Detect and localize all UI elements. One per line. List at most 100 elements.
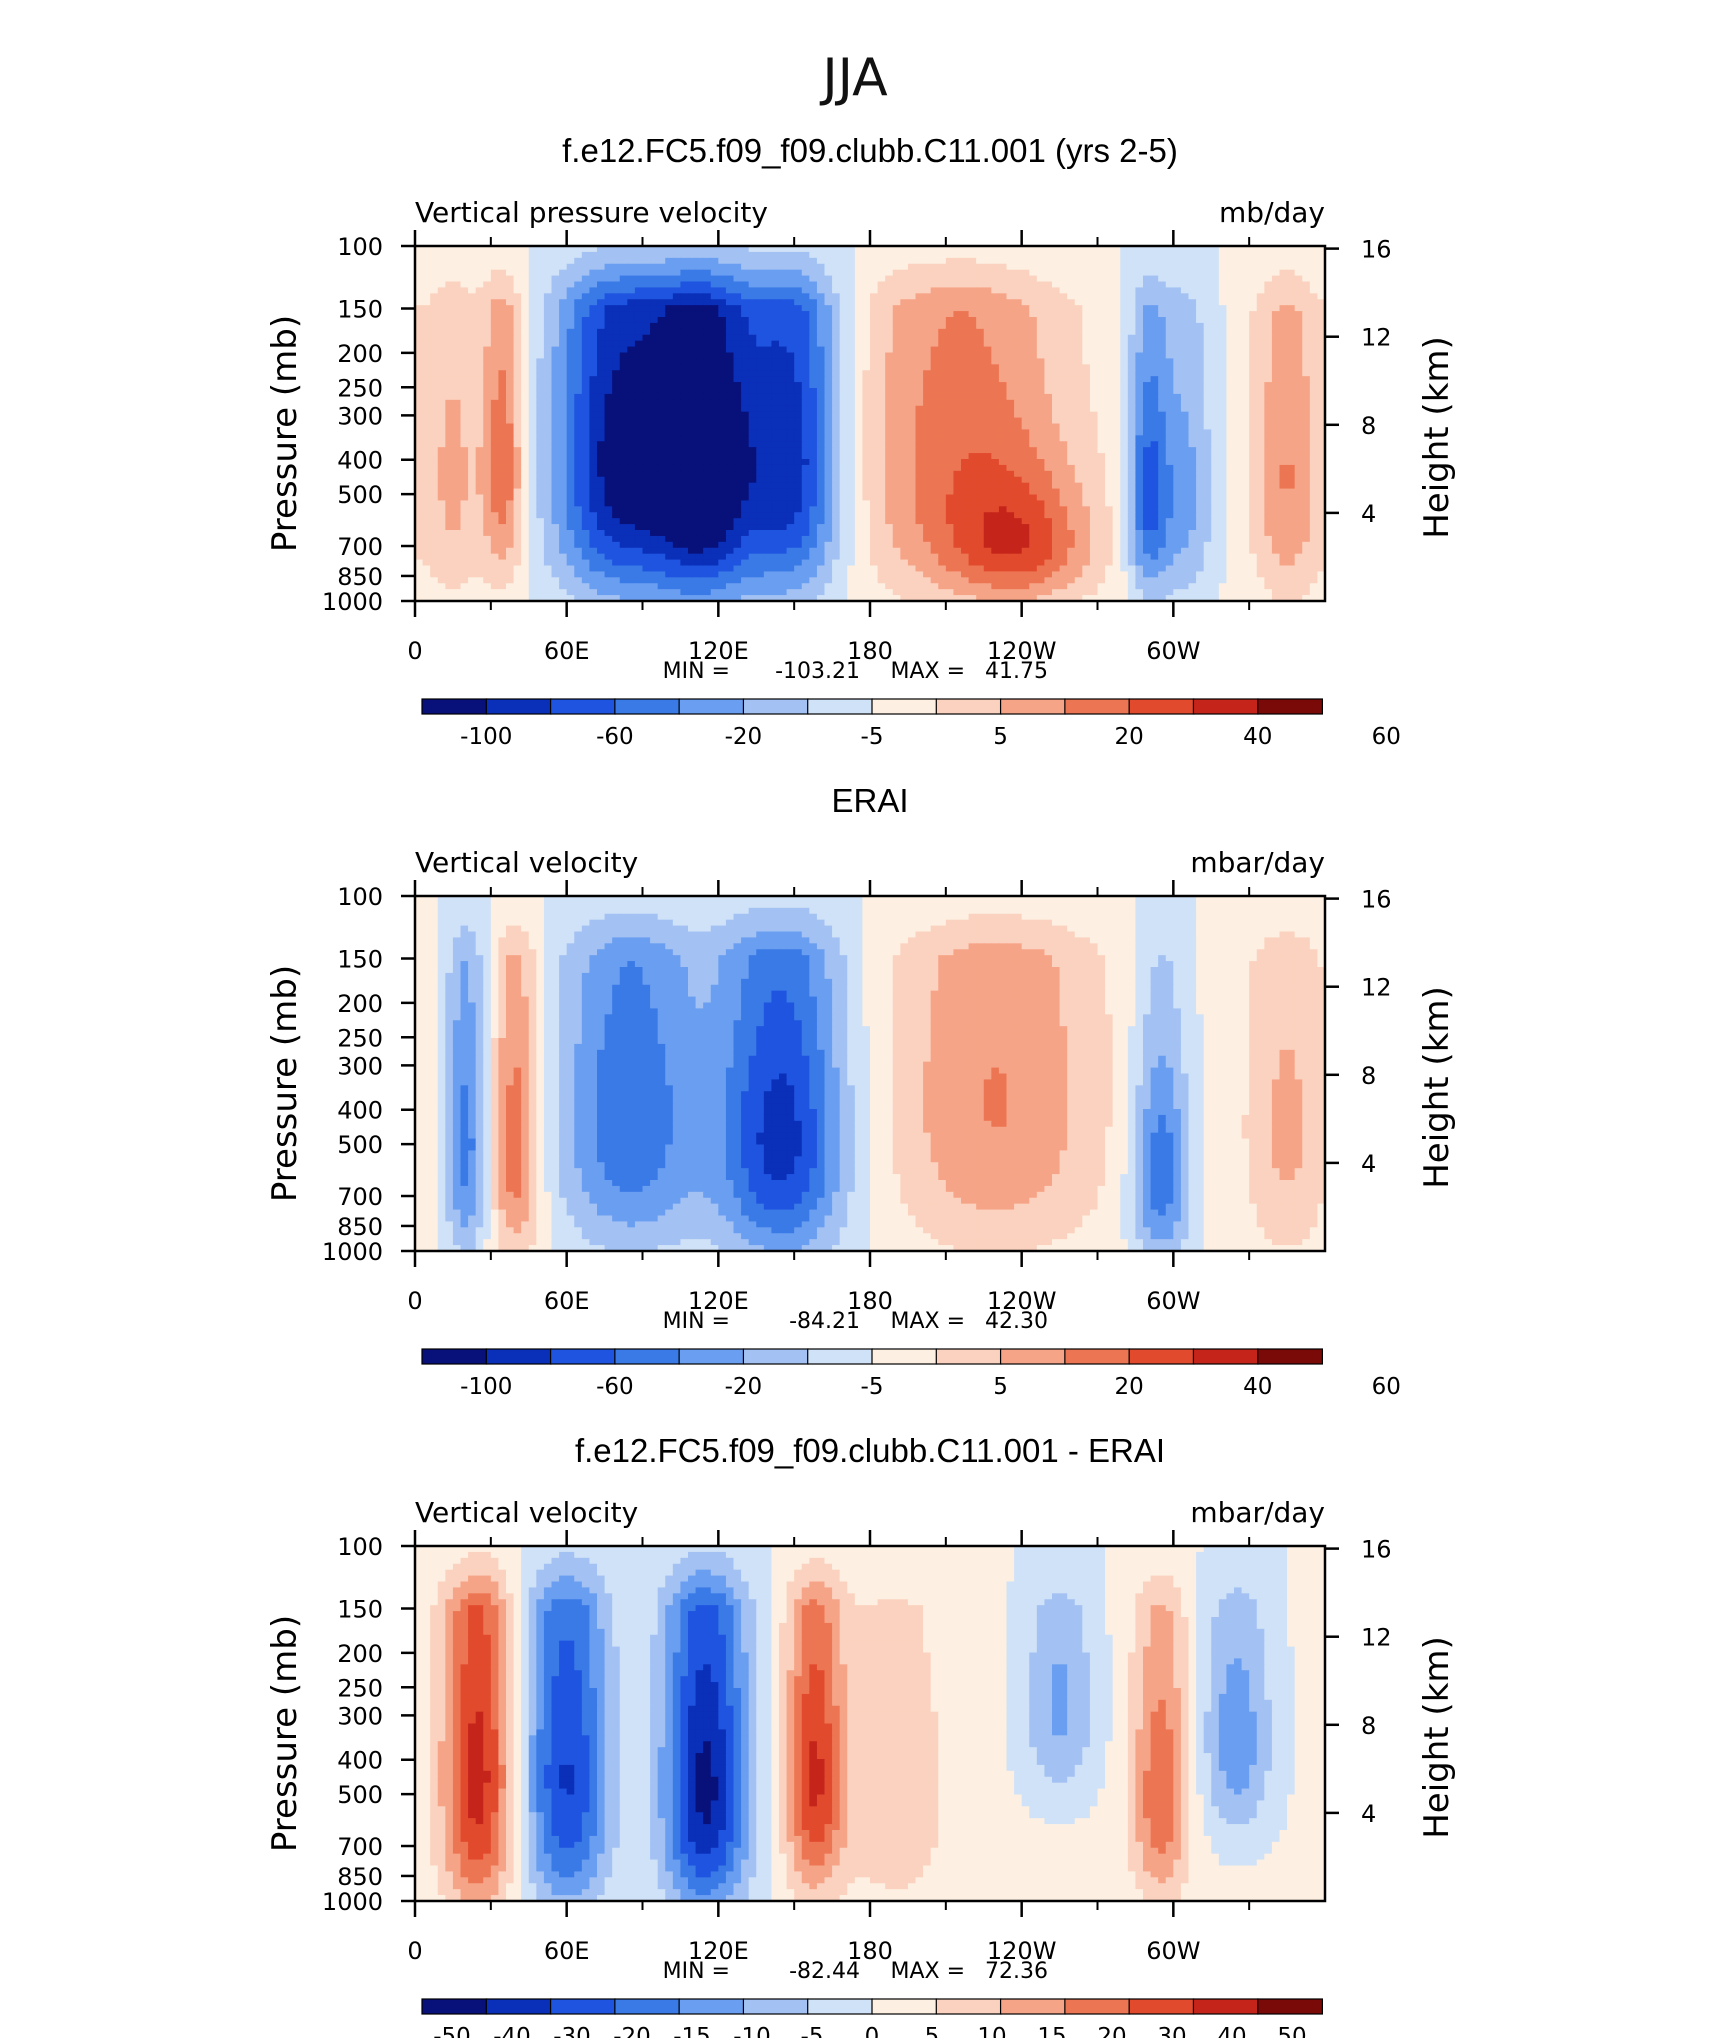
- colorbar-label: 20: [1097, 2024, 1126, 2038]
- x-tick-label: 0: [407, 637, 422, 665]
- colorbar-label: 40: [1243, 724, 1272, 750]
- x-tick-label: 120E: [688, 1937, 749, 1965]
- y-tick-label: 1000: [322, 1238, 383, 1266]
- colorbar-swatch: [678, 1998, 745, 2015]
- units-label: mb/day: [1219, 196, 1325, 229]
- x-tick-label: 60E: [544, 637, 590, 665]
- x-tick-label: 0: [407, 1937, 422, 1965]
- field-name-label: Vertical pressure velocity: [415, 196, 768, 229]
- colorbar-swatch: [1128, 698, 1195, 715]
- colorbar-swatch: [1064, 1348, 1131, 1365]
- panel-title: ERAI: [831, 782, 908, 819]
- colorbar-label: 50: [1277, 2024, 1306, 2038]
- y-right-tick-label: 4: [1361, 500, 1376, 528]
- max-label: MAX =: [890, 1309, 965, 1334]
- y-tick-label: 250: [337, 1674, 383, 1702]
- colorbar-swatch: [807, 1998, 874, 2015]
- colorbar-label: -100: [460, 1374, 512, 1400]
- x-tick-label: 180: [847, 1287, 893, 1315]
- y-tick-label: 300: [337, 1052, 383, 1080]
- max-label: MAX =: [890, 659, 965, 684]
- min-label: MIN =: [663, 659, 730, 684]
- colorbar-swatch: [1257, 698, 1323, 715]
- y-tick-label: 300: [337, 402, 383, 430]
- colorbar-swatch: [999, 1998, 1066, 2015]
- min-value: -103.21: [775, 659, 860, 684]
- panel-3: f.e12.FC5.f09_f09.clubb.C11.001 - ERAI Ve…: [265, 1432, 1457, 2038]
- colorbar-swatch: [742, 1348, 809, 1365]
- colorbar-label: 60: [1372, 724, 1401, 750]
- colorbar-swatch: [421, 1348, 488, 1365]
- y-right-tick-label: 8: [1361, 1062, 1376, 1090]
- colorbar-swatch: [614, 1998, 681, 2015]
- colorbar-swatch: [1064, 698, 1131, 715]
- y-tick-label: 700: [337, 533, 383, 561]
- x-tick-label: 60W: [1146, 1287, 1200, 1315]
- colorbar-swatch: [742, 698, 809, 715]
- y-tick-label: 300: [337, 1702, 383, 1730]
- heatmap-field: [415, 896, 1325, 1251]
- y-right-tick-label: 16: [1361, 886, 1392, 914]
- y-right-axis-title: Height (km): [1417, 1636, 1457, 1839]
- y-axis-title: Pressure (mb): [265, 965, 305, 1202]
- colorbar-swatch: [485, 1998, 552, 2015]
- y-right-tick-label: 8: [1361, 1712, 1376, 1740]
- min-label: MIN =: [663, 1309, 730, 1334]
- colorbar-swatch: [678, 1348, 745, 1365]
- y-tick-label: 500: [337, 481, 383, 509]
- x-tick-label: 120W: [987, 1287, 1057, 1315]
- colorbar-label: 20: [1115, 1374, 1144, 1400]
- colorbar-swatch: [999, 698, 1066, 715]
- panel-2: ERAI Vertical velocity mbar/day 0 60E 120E 180…: [265, 782, 1457, 1400]
- colorbar-label: -20: [725, 1374, 763, 1400]
- x-tick-label: 60E: [544, 1287, 590, 1315]
- y-tick-label: 400: [337, 1747, 383, 1775]
- y-tick-label: 250: [337, 374, 383, 402]
- y-right-tick-label: 12: [1361, 1624, 1392, 1652]
- colorbar-label: -5: [861, 1374, 884, 1400]
- colorbar-label: 40: [1217, 2024, 1246, 2038]
- y-tick-label: 200: [337, 1640, 383, 1668]
- x-tick-label: 120E: [688, 637, 749, 665]
- units-label: mbar/day: [1190, 1496, 1325, 1529]
- y-right-tick-label: 4: [1361, 1150, 1376, 1178]
- x-tick-label: 120E: [688, 1287, 749, 1315]
- colorbar-swatch: [1192, 1998, 1259, 2015]
- colorbar-label: -50: [433, 2024, 471, 2038]
- y-tick-label: 200: [337, 990, 383, 1018]
- colorbar-label: 5: [993, 724, 1008, 750]
- colorbar-label: -60: [596, 1374, 634, 1400]
- y-tick-label: 700: [337, 1183, 383, 1211]
- y-tick-label: 400: [337, 447, 383, 475]
- max-value: 42.30: [985, 1309, 1048, 1334]
- max-label: MAX =: [890, 1959, 965, 1984]
- y-tick-label: 500: [337, 1131, 383, 1159]
- colorbar-swatch: [1192, 698, 1259, 715]
- y-right-tick-label: 12: [1361, 974, 1392, 1002]
- colorbar-swatch: [614, 698, 681, 715]
- colorbar-swatch: [807, 698, 874, 715]
- x-tick-label: 180: [847, 637, 893, 665]
- colorbar-swatch: [935, 698, 1002, 715]
- colorbar-swatch: [1128, 1348, 1195, 1365]
- y-tick-label: 250: [337, 1024, 383, 1052]
- x-tick-label: 60W: [1146, 637, 1200, 665]
- colorbar-swatch: [1064, 1998, 1131, 2015]
- colorbar: -50 -40 -30 -20 -15 -10 -5 0 5 10 15 20 30 40 50: [421, 1998, 1323, 2038]
- y-tick-label: 1000: [322, 588, 383, 616]
- y-right-axis-title: Height (km): [1417, 336, 1457, 539]
- max-value: 72.36: [985, 1959, 1048, 1984]
- y-tick-label: 850: [337, 1863, 383, 1891]
- colorbar: -100 -60 -20 -5 5 20 40 60: [421, 698, 1401, 750]
- y-tick-label: 1000: [322, 1888, 383, 1916]
- colorbar-label: 40: [1243, 1374, 1272, 1400]
- colorbar-label: 15: [1037, 2024, 1066, 2038]
- colorbar-swatch: [935, 1998, 1002, 2015]
- field-name-label: Vertical velocity: [415, 1496, 638, 1529]
- y-tick-label: 150: [337, 1596, 383, 1624]
- units-label: mbar/day: [1190, 846, 1325, 879]
- y-tick-label: 850: [337, 1213, 383, 1241]
- colorbar-swatch: [871, 1998, 938, 2015]
- panel-title: f.e12.FC5.f09_f09.clubb.C11.001 (yrs 2-5…: [562, 132, 1178, 169]
